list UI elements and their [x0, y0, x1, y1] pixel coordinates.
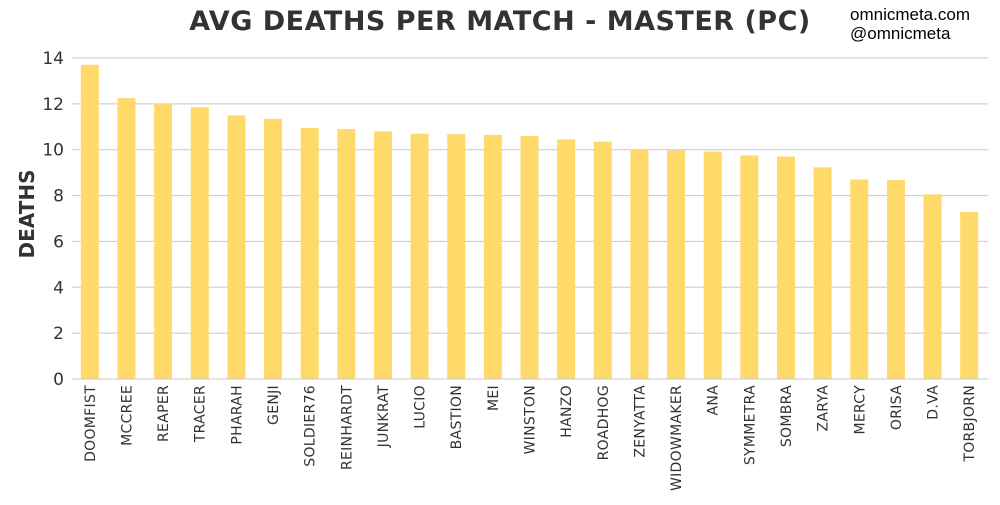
bar — [740, 155, 759, 379]
y-tick-label: 8 — [53, 187, 64, 207]
bar — [923, 194, 942, 379]
bar — [373, 131, 392, 379]
y-axis-label: DEATHS — [15, 170, 39, 259]
bar — [850, 179, 869, 379]
x-tick-label: LUCIO — [413, 385, 429, 429]
x-tick-label: WINSTON — [523, 385, 539, 454]
y-tick-label: 0 — [53, 370, 64, 390]
bars — [80, 64, 979, 380]
bar — [630, 149, 649, 379]
bar — [154, 103, 173, 379]
bar — [593, 141, 612, 379]
brand-handle-text: @omnicmeta — [850, 24, 951, 43]
x-tick-label: TRACER — [193, 385, 209, 443]
bar — [667, 150, 686, 379]
x-tick-label: SOMBRA — [779, 385, 795, 447]
brand-site-text: omnicmeta.com — [850, 5, 970, 24]
x-tick-label: BASTION — [449, 385, 465, 449]
bar — [264, 118, 283, 379]
x-tick-label: TORBJORN — [962, 385, 978, 463]
y-axis-ticks: 0 2 4 6 8 10 12 14 — [42, 49, 64, 390]
chart-title: AVG DEATHS PER MATCH - MASTER (PC) — [189, 6, 811, 37]
bar — [300, 127, 319, 379]
bar — [410, 133, 429, 379]
x-tick-label: ORISA — [889, 385, 905, 430]
y-tick-label: 2 — [53, 324, 64, 344]
x-tick-label: PHARAH — [229, 385, 245, 445]
bar — [447, 134, 466, 379]
x-tick-label: DOOMFIST — [83, 385, 99, 462]
y-tick-label: 14 — [42, 49, 64, 69]
bar — [960, 212, 979, 379]
y-tick-label: 10 — [42, 141, 64, 161]
x-tick-label: ZARYA — [816, 385, 832, 432]
x-tick-label: GENJI — [266, 385, 282, 425]
x-tick-label: MEI — [486, 385, 502, 411]
x-tick-label: MCCREE — [119, 385, 135, 446]
x-tick-label: REAPER — [156, 385, 172, 442]
bar — [520, 135, 539, 379]
bar — [190, 107, 209, 380]
bar — [813, 167, 832, 379]
bar — [117, 98, 136, 379]
x-tick-label: ROADHOG — [596, 385, 612, 460]
x-tick-label: SYMMETRA — [742, 385, 758, 465]
x-tick-label: JUNKRAT — [376, 385, 392, 448]
bar — [227, 115, 246, 380]
x-tick-label: HANZO — [559, 385, 575, 438]
x-tick-label: D.VA — [926, 385, 942, 420]
bar — [337, 129, 356, 379]
y-tick-label: 12 — [42, 95, 64, 115]
x-tick-label: WIDOWMAKER — [669, 385, 685, 491]
bar — [703, 151, 722, 379]
bar — [886, 179, 905, 379]
y-tick-label: 6 — [53, 232, 64, 252]
bar — [776, 156, 795, 379]
bar — [80, 64, 99, 379]
x-tick-label: SOLDIER76 — [303, 385, 319, 467]
x-tick-label: ANA — [706, 385, 722, 416]
x-tick-label: ZENYATTA — [632, 385, 648, 458]
x-axis-labels: DOOMFIST MCCREE REAPER TRACER PHARAH GENJI SOL… — [83, 385, 978, 491]
x-tick-label: MERCY — [852, 385, 868, 435]
bar — [483, 134, 502, 379]
x-tick-label: REINHARDT — [339, 385, 355, 470]
bar — [557, 139, 576, 379]
y-tick-label: 4 — [53, 278, 64, 298]
